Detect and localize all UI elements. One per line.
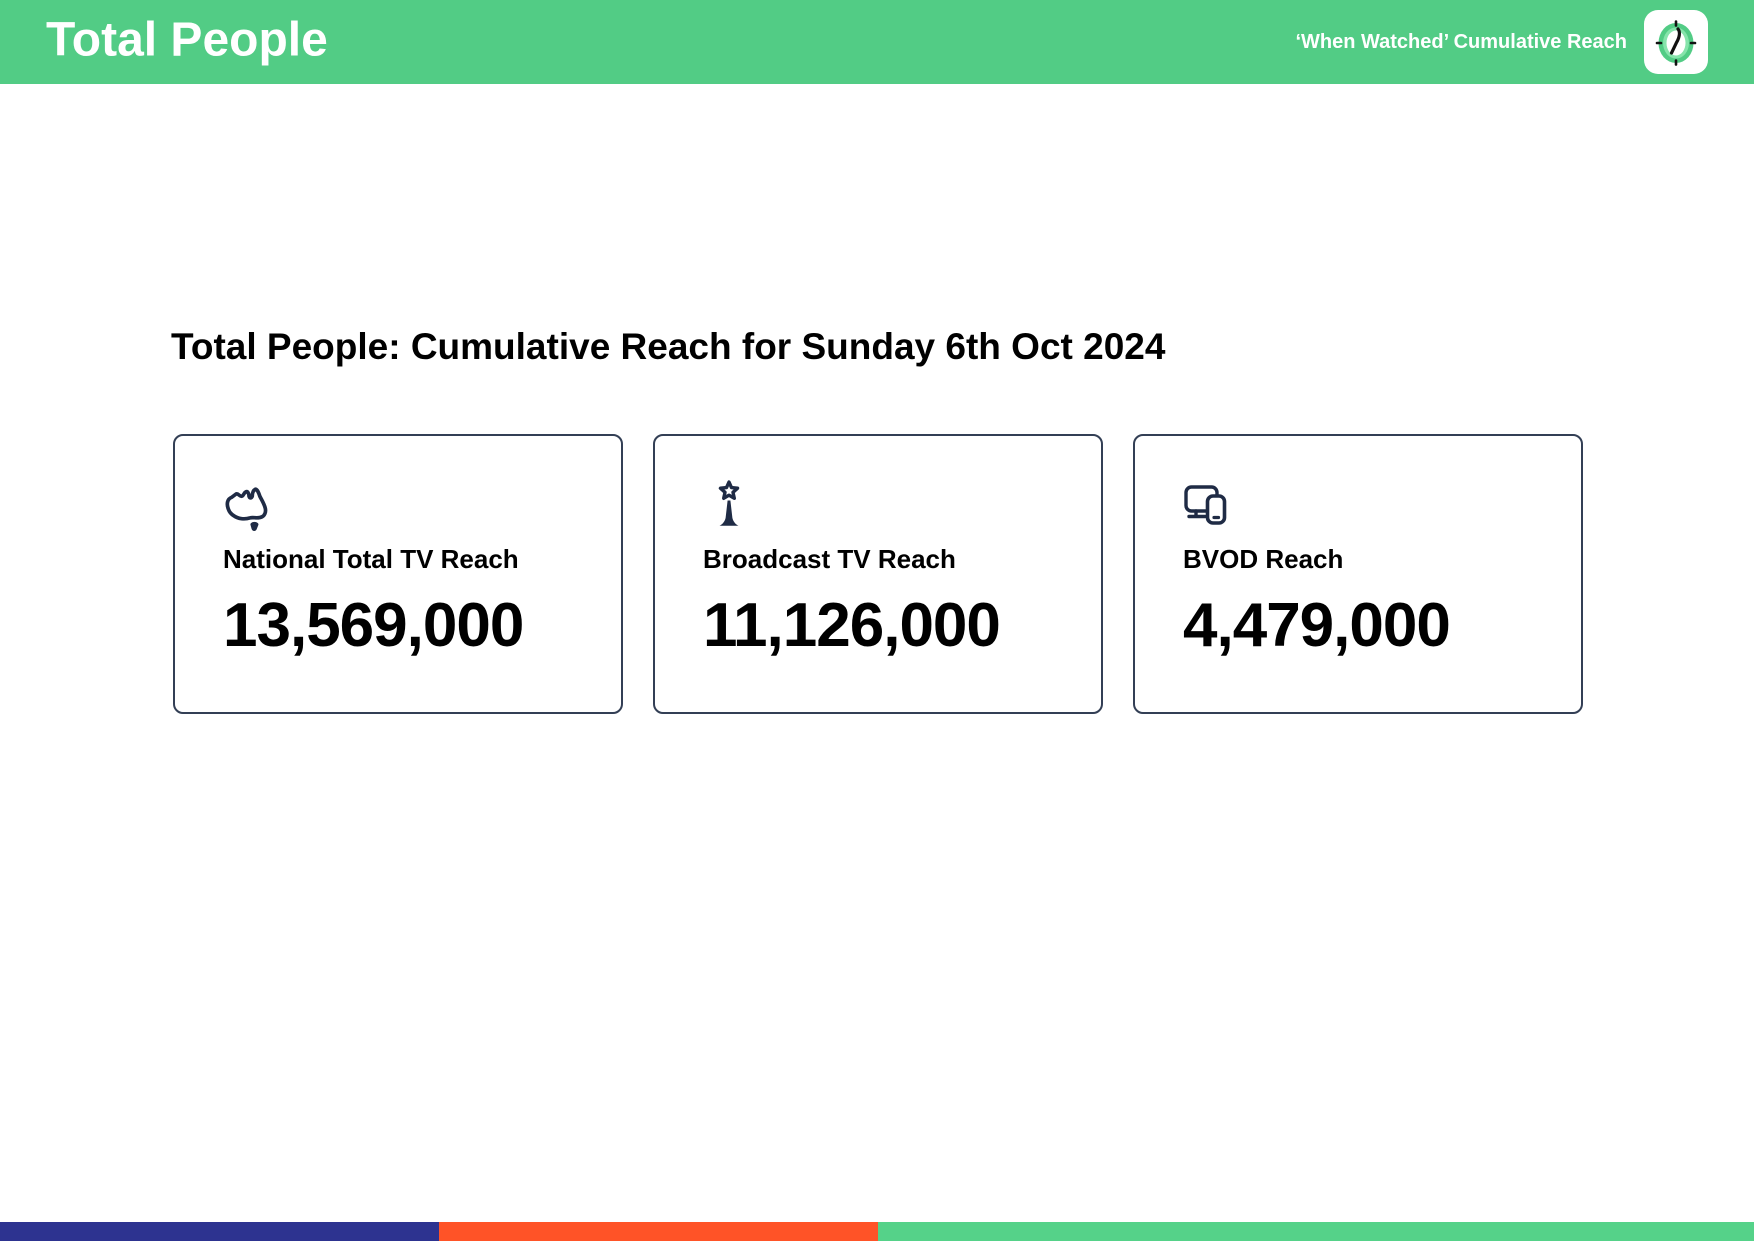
card-label: Broadcast TV Reach	[703, 544, 956, 574]
kpi-card-national-total-tv: National Total TV Reach 13,569,000	[173, 434, 623, 714]
footer-color-bar	[0, 1222, 1754, 1241]
card-label: National Total TV Reach	[223, 544, 519, 574]
devices-icon	[1184, 485, 1227, 525]
footer-segment-orange	[439, 1222, 878, 1241]
australia-map-icon	[225, 487, 268, 531]
card-label: BVOD Reach	[1183, 544, 1344, 574]
clock-logo-icon	[1644, 10, 1708, 74]
kpi-card-bvod: BVOD Reach 4,479,000	[1133, 434, 1583, 714]
header-right-group: ‘When Watched’ Cumulative Reach	[1295, 0, 1708, 84]
kpi-card-broadcast-tv: Broadcast TV Reach 11,126,000	[653, 434, 1103, 714]
kpi-cards-row: National Total TV Reach 13,569,000 Broad…	[173, 434, 1583, 714]
card-value: 11,126,000	[703, 591, 1001, 660]
broadcast-tower-icon	[718, 480, 740, 526]
section-heading: Total People: Cumulative Reach for Sunda…	[171, 326, 1166, 367]
footer-segment-blue	[0, 1222, 440, 1241]
footer-segment-green	[877, 1222, 1754, 1241]
header-bar: Total People ‘When Watched’ Cumulative R…	[0, 0, 1754, 84]
card-value: 13,569,000	[223, 591, 524, 660]
card-value: 4,479,000	[1183, 591, 1451, 660]
header-tagline: ‘When Watched’ Cumulative Reach	[1295, 30, 1627, 53]
page-title: Total People	[46, 13, 328, 67]
